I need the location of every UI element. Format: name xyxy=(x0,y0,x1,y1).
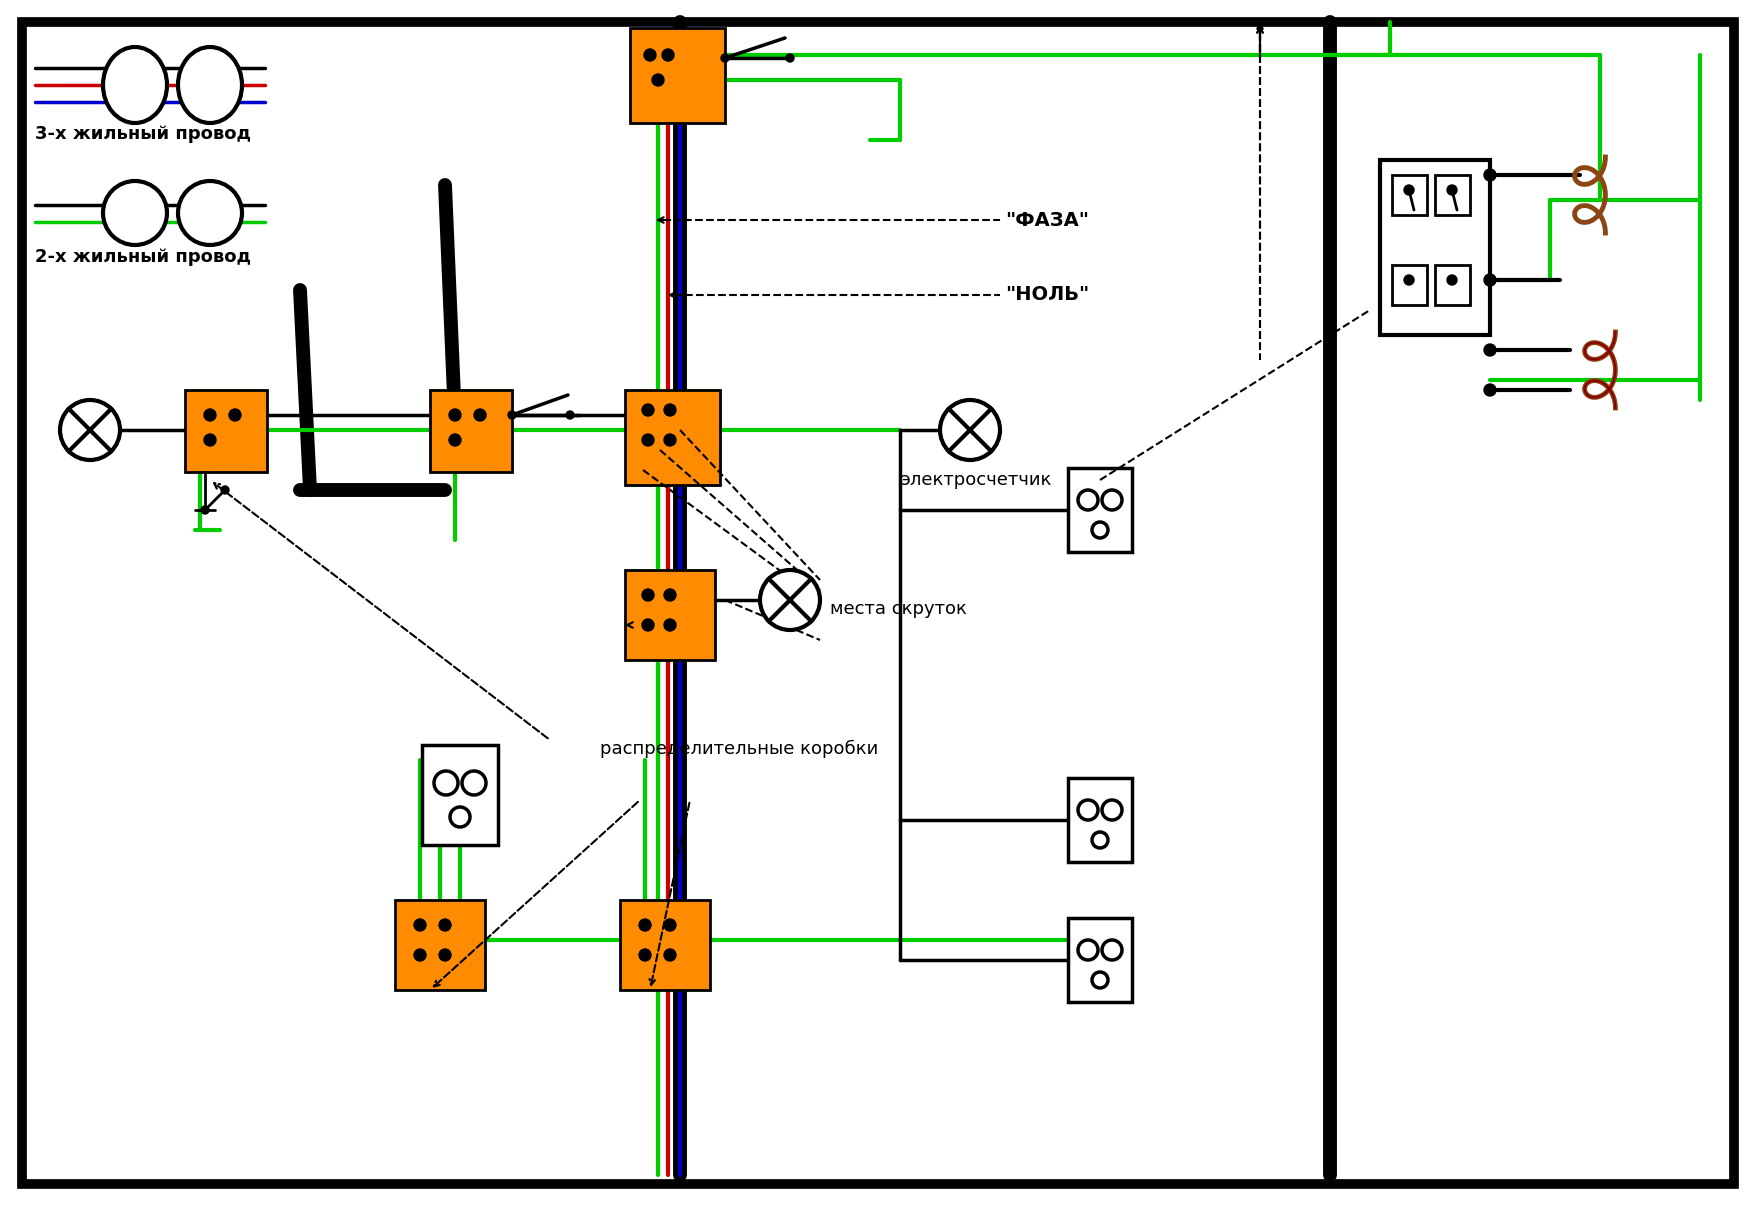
Circle shape xyxy=(414,950,426,962)
Text: 2-х жильный провод: 2-х жильный провод xyxy=(35,248,251,266)
Circle shape xyxy=(449,434,462,446)
Circle shape xyxy=(228,408,240,421)
Circle shape xyxy=(721,54,728,61)
Bar xyxy=(1392,175,1427,214)
Circle shape xyxy=(1078,490,1097,510)
Circle shape xyxy=(642,589,653,601)
Circle shape xyxy=(449,408,462,421)
Circle shape xyxy=(433,771,458,795)
Circle shape xyxy=(639,950,651,962)
Circle shape xyxy=(439,919,451,931)
Circle shape xyxy=(1078,800,1097,819)
Circle shape xyxy=(663,404,676,416)
Bar xyxy=(1067,468,1132,552)
Circle shape xyxy=(507,411,516,419)
Circle shape xyxy=(939,400,999,460)
Circle shape xyxy=(639,919,651,931)
Text: "НОЛЬ": "НОЛЬ" xyxy=(1004,286,1088,305)
Circle shape xyxy=(1102,800,1121,819)
Circle shape xyxy=(474,408,486,421)
Circle shape xyxy=(1092,972,1107,988)
Ellipse shape xyxy=(104,47,167,123)
Bar xyxy=(184,390,267,472)
Circle shape xyxy=(1483,343,1495,355)
Bar xyxy=(1392,265,1427,305)
Ellipse shape xyxy=(177,181,242,245)
Circle shape xyxy=(1078,940,1097,960)
Bar xyxy=(1067,778,1132,862)
Bar xyxy=(625,390,720,484)
Bar xyxy=(630,28,725,123)
Circle shape xyxy=(200,506,209,515)
Circle shape xyxy=(439,950,451,962)
Circle shape xyxy=(1404,186,1413,195)
Text: распределительные коробки: распределительные коробки xyxy=(600,740,878,758)
Circle shape xyxy=(642,619,653,631)
Circle shape xyxy=(1102,490,1121,510)
Circle shape xyxy=(462,771,486,795)
Circle shape xyxy=(1446,186,1457,195)
Circle shape xyxy=(786,54,793,61)
Text: места скруток: места скруток xyxy=(830,600,967,618)
Ellipse shape xyxy=(104,181,167,245)
Circle shape xyxy=(760,570,820,630)
Circle shape xyxy=(1092,831,1107,848)
Text: электросчетчик: электросчетчик xyxy=(900,471,1051,489)
Text: "ФАЗА": "ФАЗА" xyxy=(1004,211,1088,229)
Circle shape xyxy=(221,486,228,494)
Bar xyxy=(1379,160,1490,335)
Circle shape xyxy=(565,411,574,419)
Circle shape xyxy=(663,919,676,931)
Bar xyxy=(1434,265,1469,305)
Bar xyxy=(421,745,498,845)
Bar xyxy=(430,390,512,472)
Circle shape xyxy=(663,434,676,446)
Ellipse shape xyxy=(177,47,242,123)
Circle shape xyxy=(662,49,674,61)
Circle shape xyxy=(651,74,663,86)
Circle shape xyxy=(204,434,216,446)
Circle shape xyxy=(663,950,676,962)
Bar xyxy=(1067,918,1132,1003)
Circle shape xyxy=(642,434,653,446)
Bar xyxy=(625,570,714,660)
Circle shape xyxy=(663,589,676,601)
Circle shape xyxy=(204,408,216,421)
Circle shape xyxy=(1483,274,1495,286)
Circle shape xyxy=(1446,275,1457,286)
Text: 3-х жильный провод: 3-х жильный провод xyxy=(35,125,251,143)
Circle shape xyxy=(1483,169,1495,181)
Circle shape xyxy=(642,404,653,416)
Bar xyxy=(1434,175,1469,214)
Circle shape xyxy=(663,619,676,631)
Bar xyxy=(620,900,709,991)
Circle shape xyxy=(1404,275,1413,286)
Bar xyxy=(395,900,484,991)
Circle shape xyxy=(449,807,470,827)
Circle shape xyxy=(414,919,426,931)
Circle shape xyxy=(1102,940,1121,960)
Circle shape xyxy=(1092,522,1107,537)
Circle shape xyxy=(60,400,119,460)
Circle shape xyxy=(644,49,656,61)
Circle shape xyxy=(1483,384,1495,396)
